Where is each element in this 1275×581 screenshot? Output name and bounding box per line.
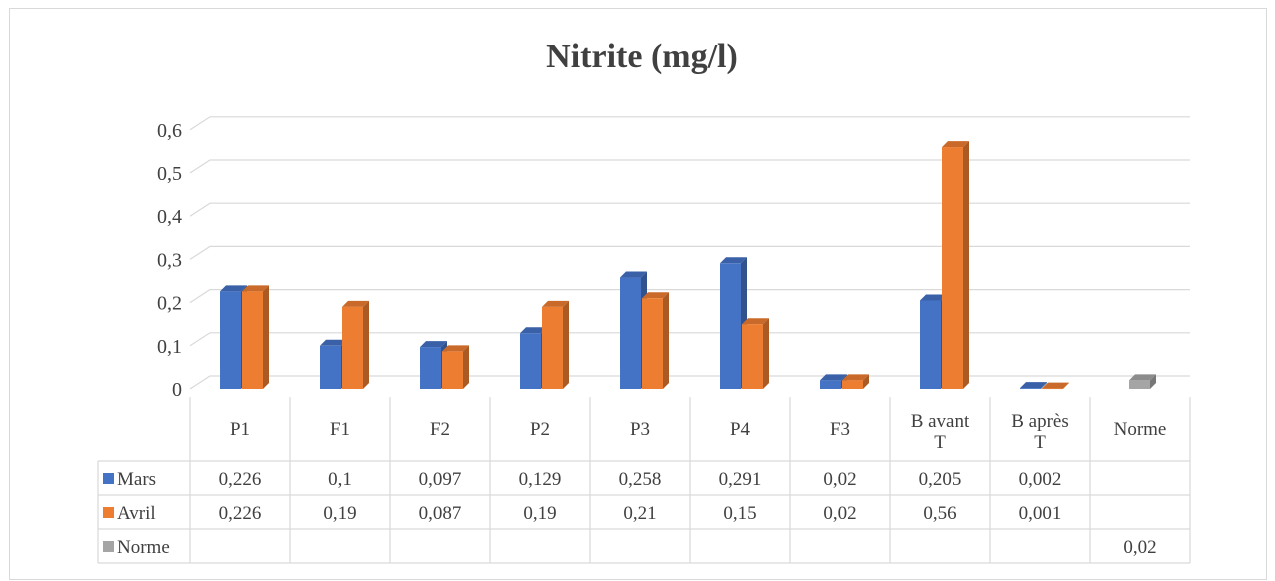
- gridline: [189, 245, 1190, 260]
- data-label: 0,087: [419, 503, 462, 524]
- bars: [220, 141, 1156, 390]
- data-label: 0,129: [519, 469, 562, 490]
- bar: [1129, 374, 1156, 389]
- legend-swatch: [103, 541, 114, 552]
- bar: [542, 300, 569, 389]
- data-label: 0,02: [823, 469, 856, 490]
- nitrite-chart: Nitrite (mg/l) 0 0,1 0,2 0,3 0,4 0,5 0,6 P1 F1 F…: [97, 38, 1191, 564]
- data-label: 0,1: [328, 469, 352, 490]
- bar: [842, 374, 869, 389]
- data-label: 0,097: [419, 469, 462, 490]
- data-label: 0,226: [219, 469, 262, 490]
- legend-swatch: [103, 507, 114, 518]
- x-tick-label: T: [1034, 432, 1046, 453]
- chart-title: Nitrite (mg/l): [546, 38, 738, 75]
- gridline: [189, 332, 1190, 347]
- data-label: 0,19: [523, 503, 556, 524]
- legend-label: Norme: [117, 537, 170, 558]
- x-tick-label: P2: [530, 419, 550, 440]
- legend-label: Avril: [117, 503, 156, 524]
- data-label: 0,002: [1019, 469, 1062, 490]
- bar: [442, 345, 469, 389]
- bar: [1020, 382, 1047, 389]
- legend-swatch: [103, 473, 114, 484]
- x-tick-label: B avant: [911, 411, 970, 432]
- y-axis: 0 0,1 0,2 0,3 0,4 0,5 0,6: [157, 120, 182, 401]
- x-tick-label: Norme: [1114, 419, 1167, 440]
- gridline: [189, 159, 1190, 174]
- bar: [1042, 382, 1069, 390]
- x-tick-label: P3: [630, 419, 650, 440]
- data-label: 0,226: [219, 503, 262, 524]
- y-tick-label: 0: [172, 379, 182, 401]
- bar: [742, 318, 769, 389]
- x-tick-label: F3: [830, 419, 850, 440]
- data-label: 0,19: [323, 503, 356, 524]
- y-tick-label: 0,1: [157, 336, 182, 358]
- data-label: 0,001: [1019, 503, 1062, 524]
- x-tick-label: P4: [730, 419, 751, 440]
- y-tick-label: 0,3: [157, 249, 182, 271]
- gridline: [189, 289, 1190, 304]
- y-tick-label: 0,6: [157, 120, 182, 142]
- chart-frame: Nitrite (mg/l) 0 0,1 0,2 0,3 0,4 0,5 0,6 P1 F1 F…: [9, 8, 1267, 580]
- gridlines: [189, 116, 1190, 390]
- x-tick-label: T: [934, 432, 946, 453]
- data-label: 0,15: [723, 503, 756, 524]
- y-tick-label: 0,4: [157, 206, 182, 228]
- bar: [342, 300, 369, 389]
- data-label: 0,21: [623, 503, 656, 524]
- gridline: [189, 116, 1190, 131]
- data-label: 0,56: [923, 503, 956, 524]
- data-label: 0,258: [619, 469, 662, 490]
- x-tick-label: F2: [430, 419, 450, 440]
- y-tick-label: 0,5: [157, 163, 182, 185]
- gridline: [189, 202, 1190, 217]
- bar: [242, 285, 269, 389]
- data-label: 0,291: [719, 469, 762, 490]
- legend-label: Mars: [117, 469, 156, 490]
- x-tick-label: B après: [1011, 411, 1069, 432]
- bar: [942, 141, 969, 389]
- x-tick-label: P1: [230, 419, 250, 440]
- data-label: 0,02: [823, 503, 856, 524]
- x-tick-label: F1: [330, 419, 350, 440]
- y-tick-label: 0,2: [157, 293, 182, 315]
- data-label: 0,205: [919, 469, 962, 490]
- data-label: 0,02: [1123, 537, 1156, 558]
- bar: [642, 292, 669, 389]
